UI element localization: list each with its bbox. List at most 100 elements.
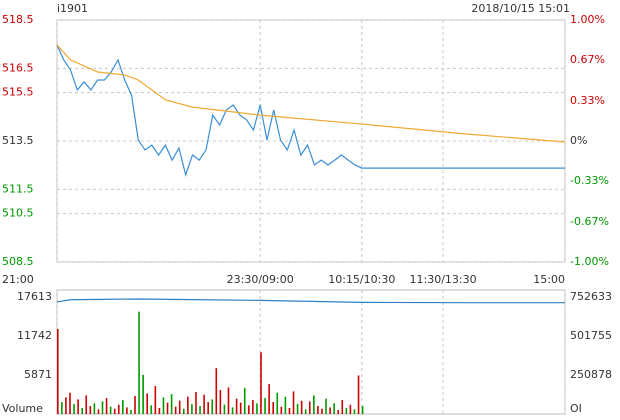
volume-bar xyxy=(182,408,185,414)
volume-bar xyxy=(126,407,128,414)
volume-bar xyxy=(349,404,352,414)
volume-bar xyxy=(81,408,83,414)
y2-tick-label: 0% xyxy=(570,134,587,147)
y2-tick-label: 250878 xyxy=(570,368,612,381)
volume-bar xyxy=(227,387,230,414)
volume-bar xyxy=(101,401,104,414)
volume-bar xyxy=(239,402,242,414)
volume-bar xyxy=(288,408,291,414)
volume-bar xyxy=(284,396,287,414)
volume-bar xyxy=(292,391,295,414)
volume-bar xyxy=(73,404,75,414)
volume-label: Volume xyxy=(2,402,43,415)
volume-bar xyxy=(158,408,161,414)
volume-bar xyxy=(341,400,344,414)
volume-bar xyxy=(166,402,169,414)
volume-bar xyxy=(329,407,331,414)
volume-bar xyxy=(248,405,250,414)
volume-bar xyxy=(231,407,234,414)
datetime: 2018/10/15 15:01 xyxy=(471,2,570,15)
volume-bar xyxy=(61,402,63,414)
volume-bar xyxy=(146,393,149,414)
volume-bar xyxy=(130,410,132,414)
volume-bar xyxy=(321,408,323,414)
volume-bar xyxy=(353,409,356,414)
volume-bar xyxy=(256,403,258,414)
volume-bar xyxy=(138,311,140,414)
y-tick-label: 516.5 xyxy=(2,61,34,74)
volume-bar xyxy=(187,396,189,414)
volume-bar xyxy=(235,398,238,414)
oi-line xyxy=(56,298,565,304)
volume-bar xyxy=(174,406,177,414)
volume-bar xyxy=(296,404,299,414)
volume-bar xyxy=(85,395,88,414)
volume-bar xyxy=(215,368,218,414)
volume-bar xyxy=(109,406,112,414)
volume-bar xyxy=(308,401,311,414)
volume-bar xyxy=(325,398,327,414)
y-tick-label: 518.5 xyxy=(2,13,34,26)
volume-bar xyxy=(300,400,303,414)
volume-bar xyxy=(178,400,181,414)
y2-tick-label: 0.33% xyxy=(570,94,605,107)
x-tick-label: 11:30/13:30 xyxy=(410,273,477,286)
volume-bar xyxy=(122,400,124,414)
volume-bar xyxy=(260,352,262,414)
volume-bar xyxy=(89,406,92,414)
volume-bar xyxy=(317,406,319,414)
volume-bar xyxy=(150,405,153,414)
volume-bar xyxy=(97,409,100,414)
volume-bar xyxy=(272,402,274,414)
volume-bar xyxy=(162,397,165,414)
volume-bar xyxy=(211,399,214,414)
volume-bar xyxy=(195,392,197,414)
y-tick-label: 5871 xyxy=(24,368,52,381)
volume-bar xyxy=(154,386,157,414)
y-tick-label: 510.5 xyxy=(2,207,34,220)
volume-bar xyxy=(77,399,79,414)
y-tick-label: 513.5 xyxy=(2,134,34,147)
y2-tick-label: 501755 xyxy=(570,329,612,342)
volume-bar xyxy=(313,395,315,414)
volume-bar xyxy=(105,398,108,414)
volume-bar xyxy=(207,402,209,414)
y2-tick-label: -0.33% xyxy=(570,174,609,187)
y2-tick-label: 1.00% xyxy=(570,13,605,26)
volume-bar xyxy=(280,406,283,414)
volume-bar xyxy=(134,396,136,414)
oi-label: OI xyxy=(570,402,582,415)
volume-bar xyxy=(337,410,340,414)
volume-bar xyxy=(304,409,307,414)
y2-tick-label: 0.67% xyxy=(570,53,605,66)
volume-bar xyxy=(357,375,360,414)
volume-bar xyxy=(199,406,201,414)
y2-tick-label: 752633 xyxy=(570,290,612,303)
volume-bar xyxy=(223,404,226,414)
volume-bar xyxy=(117,404,120,414)
x-tick-label: 23:30/09:00 xyxy=(227,273,294,286)
volume-bar xyxy=(65,397,67,414)
y-tick-label: 511.5 xyxy=(2,182,34,195)
volume-bar xyxy=(361,406,364,414)
volume-bar xyxy=(69,392,71,414)
volume-bar xyxy=(252,400,254,414)
volume-bar xyxy=(203,394,205,414)
volume-bar xyxy=(333,403,335,414)
volume-bar xyxy=(264,398,266,414)
volume-bar xyxy=(219,390,222,414)
y2-tick-label: -0.67% xyxy=(570,215,609,228)
y2-tick-label: -1.00% xyxy=(570,255,609,268)
price-line xyxy=(56,44,565,177)
volume-bar xyxy=(170,394,173,414)
volume-bar xyxy=(276,392,279,414)
volume-bar xyxy=(57,328,59,414)
y-tick-label: 515.5 xyxy=(2,86,34,99)
volume-bar xyxy=(93,403,96,414)
symbol: i1901 xyxy=(57,2,88,15)
volume-frame xyxy=(56,289,566,415)
x-tick-label: 15:00 xyxy=(533,273,565,286)
volume-bar xyxy=(113,408,116,414)
x-tick-label: 21:00 xyxy=(2,273,34,286)
